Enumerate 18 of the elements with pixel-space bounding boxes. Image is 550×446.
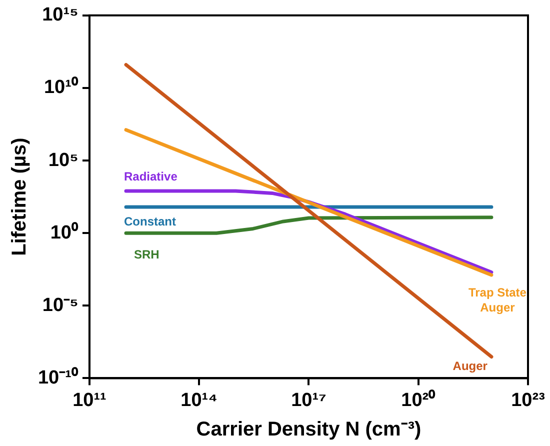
- x-tick-label: 10¹⁴: [180, 390, 218, 411]
- y-tick-label: 10⁻⁵: [42, 294, 78, 316]
- x-tick-label: 10¹¹: [72, 390, 106, 411]
- x-tick-label: 10¹⁷: [291, 390, 327, 411]
- series-label: Auger: [452, 359, 488, 374]
- y-tick-label: 10¹⁵: [42, 4, 78, 26]
- y-tick-label: 10¹⁰: [44, 76, 78, 98]
- series-label: Constant: [124, 214, 176, 228]
- y-tick-label: 10⁰: [50, 221, 78, 244]
- y-tick-label: 10⁵: [48, 150, 78, 171]
- x-tick-label: 10²⁰: [401, 388, 436, 411]
- y-tick-label: 10⁻¹⁰: [38, 366, 78, 388]
- series-label: SRH: [134, 247, 160, 262]
- x-axis-title: Carrier Density N (cm⁻³): [196, 418, 422, 441]
- series-label: Radiative: [124, 169, 178, 184]
- y-axis-title: Lifetime (µs): [8, 138, 31, 256]
- series-label: Trap State Auger: [468, 285, 527, 314]
- x-tick-label: 10²³: [511, 390, 545, 411]
